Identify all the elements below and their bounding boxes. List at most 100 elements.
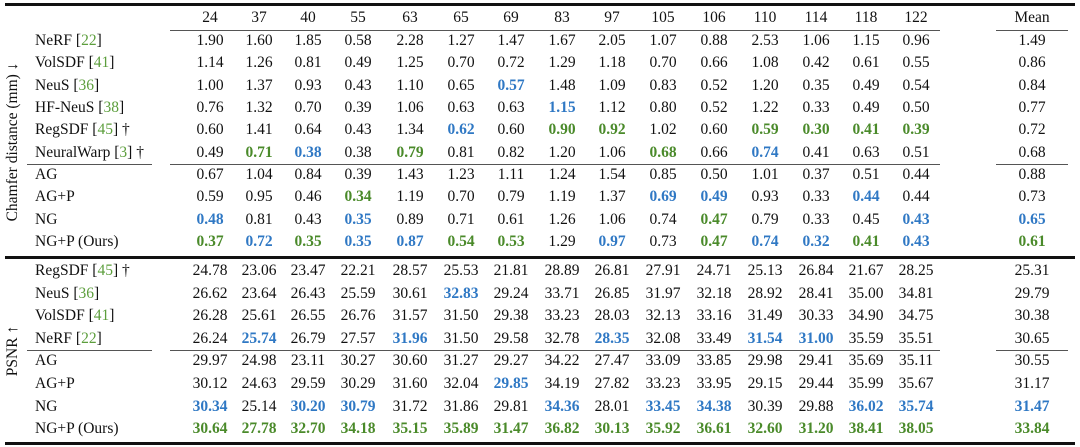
method-label: NeuS xyxy=(35,76,70,94)
table-cell: 24.98 xyxy=(241,352,277,370)
table-cell: 0.80 xyxy=(649,99,677,117)
method-name: AG+P xyxy=(35,188,75,206)
citation-link[interactable]: [45] xyxy=(88,262,119,279)
method-name: VolSDF [41] xyxy=(35,307,114,325)
citation-link[interactable]: [22] xyxy=(72,32,102,49)
table-cell: 23.47 xyxy=(290,262,326,279)
table-cell: 0.66 xyxy=(700,54,728,72)
column-header-83: 83 xyxy=(554,9,570,26)
table-cell: 26.24 xyxy=(192,329,228,347)
table-cell: 27.78 xyxy=(241,420,277,438)
method-name: NeuS [36] xyxy=(35,285,99,303)
table-cell: 0.83 xyxy=(649,76,677,94)
dagger-mark: † xyxy=(132,143,144,161)
table-cell: 1.08 xyxy=(751,54,779,72)
table-cell: 31.96 xyxy=(392,329,428,347)
table-cell: 35.92 xyxy=(645,420,681,438)
table-cell: 0.61 xyxy=(497,210,525,228)
table-cell: 33.23 xyxy=(544,307,580,325)
mean-cell: 0.68 xyxy=(1018,143,1046,161)
citation-link[interactable]: [3] xyxy=(110,143,133,161)
table-cell: 29.38 xyxy=(493,307,529,325)
table-cell: 2.05 xyxy=(598,32,626,49)
column-header-106: 106 xyxy=(702,9,726,26)
table-cell: 0.84 xyxy=(294,166,322,184)
mean-cell: 29.79 xyxy=(1014,284,1050,302)
table-cell: 0.32 xyxy=(802,233,830,251)
table-cell: 0.34 xyxy=(344,188,372,206)
table-cell: 1.14 xyxy=(196,54,224,72)
table-cell: 0.49 xyxy=(700,188,728,206)
table-cell: 31.49 xyxy=(747,307,783,325)
table-cell: 0.90 xyxy=(548,121,576,139)
citation-link[interactable]: [36] xyxy=(69,76,100,94)
mean-cell: 0.61 xyxy=(1018,233,1046,251)
table-cell: 0.49 xyxy=(196,143,224,161)
table-cell: 0.50 xyxy=(902,99,930,117)
table-cell: 25.74 xyxy=(241,329,277,347)
table-cell: 0.79 xyxy=(751,210,779,228)
method-name: VolSDF [41] xyxy=(35,54,114,72)
citation-link[interactable]: [41] xyxy=(84,54,115,72)
table-cell: 0.50 xyxy=(700,166,728,184)
method-name: AG+P xyxy=(35,375,75,393)
citation-link[interactable]: [41] xyxy=(84,307,115,325)
table-cell: 2.28 xyxy=(396,32,424,49)
table-cell: 28.57 xyxy=(392,262,428,279)
table-cell: 31.57 xyxy=(392,307,428,325)
table-cell: 26.43 xyxy=(290,284,326,302)
citation-link[interactable]: [22] xyxy=(72,329,102,347)
column-header-37: 37 xyxy=(251,9,267,26)
mean-cell: 31.47 xyxy=(1014,397,1050,415)
method-label: NG xyxy=(35,397,58,415)
table-cell: 30.29 xyxy=(340,375,376,392)
table-cell: 0.41 xyxy=(852,233,880,251)
table-cell: 34.81 xyxy=(898,284,934,302)
table-cell: 21.81 xyxy=(493,262,529,279)
table-cell: 35.59 xyxy=(848,329,884,347)
table-cell: 0.70 xyxy=(294,99,322,117)
table-cell: 35.67 xyxy=(898,375,934,392)
table-cell: 32.78 xyxy=(544,329,580,347)
table-cell: 26.85 xyxy=(594,284,630,302)
table-cell: 0.38 xyxy=(344,143,372,161)
column-header-55: 55 xyxy=(350,9,366,26)
table-cell: 0.44 xyxy=(852,188,880,206)
table-cell: 30.39 xyxy=(747,397,783,415)
table-cell: 0.47 xyxy=(700,233,728,251)
table-cell: 0.85 xyxy=(649,166,677,184)
table-cell: 0.35 xyxy=(344,210,372,228)
table-cell: 1.24 xyxy=(548,166,576,184)
table-cell: 0.37 xyxy=(802,166,830,184)
table-cell: 28.92 xyxy=(747,284,783,302)
group-rule-mean xyxy=(996,350,1068,351)
table-cell: 0.65 xyxy=(447,76,475,94)
method-name: NG+P (Ours) xyxy=(35,420,119,438)
table-cell: 0.37 xyxy=(196,233,224,251)
table-cell: 31.50 xyxy=(443,329,479,347)
table-cell: 0.52 xyxy=(700,99,728,117)
method-name: AG xyxy=(35,166,57,184)
table-cell: 1.48 xyxy=(548,76,576,94)
table-cell: 2.53 xyxy=(751,32,779,49)
table-cell: 0.52 xyxy=(700,76,728,94)
table-cell: 0.74 xyxy=(751,233,779,251)
table-cell: 1.10 xyxy=(396,76,424,94)
table-cell: 0.79 xyxy=(396,143,424,161)
citation-link[interactable]: [38] xyxy=(94,99,125,117)
column-header-24: 24 xyxy=(202,9,218,26)
table-cell: 0.81 xyxy=(245,210,273,228)
table-cell: 0.39 xyxy=(344,166,372,184)
citation-link[interactable]: [36] xyxy=(69,284,100,302)
table-cell: 0.58 xyxy=(344,32,372,49)
top-rule xyxy=(5,3,1075,6)
method-name: RegSDF [45] † xyxy=(35,121,130,139)
table-cell: 0.45 xyxy=(852,210,880,228)
table-cell: 35.74 xyxy=(898,397,934,415)
citation-link[interactable]: [45] xyxy=(88,121,119,139)
table-cell: 23.06 xyxy=(241,262,277,279)
mean-cell: 25.31 xyxy=(1014,262,1050,279)
method-name: NeRF [22] xyxy=(35,330,102,348)
table-cell: 30.61 xyxy=(392,284,428,302)
